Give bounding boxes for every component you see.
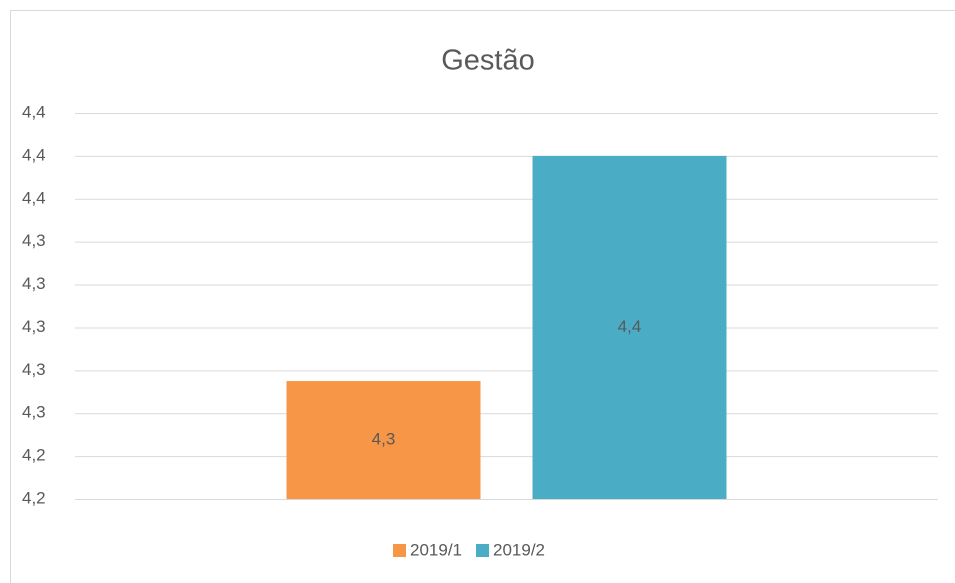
legend-label: 2019/1	[410, 540, 462, 559]
y-tick-label: 4,4	[22, 145, 46, 164]
bar	[532, 155, 727, 499]
data-label: 4,3	[372, 430, 396, 449]
bar	[286, 381, 481, 499]
legend-swatch	[476, 544, 489, 557]
y-tick-label: 4,2	[22, 446, 46, 465]
y-tick-label: 4,4	[22, 102, 46, 121]
y-tick-label: 4,3	[22, 317, 46, 336]
chart-title: Gestão	[441, 45, 535, 77]
y-tick-label: 4,2	[22, 488, 46, 507]
y-tick-label: 4,3	[22, 274, 46, 293]
data-label: 4,4	[618, 317, 642, 336]
y-tick-label: 4,3	[22, 231, 46, 250]
y-tick-label: 4,3	[22, 403, 46, 422]
y-tick-label: 4,4	[22, 188, 46, 207]
legend-swatch	[393, 544, 406, 557]
y-tick-label: 4,3	[22, 360, 46, 379]
legend-label: 2019/2	[493, 540, 545, 559]
chart-frame	[10, 10, 955, 583]
